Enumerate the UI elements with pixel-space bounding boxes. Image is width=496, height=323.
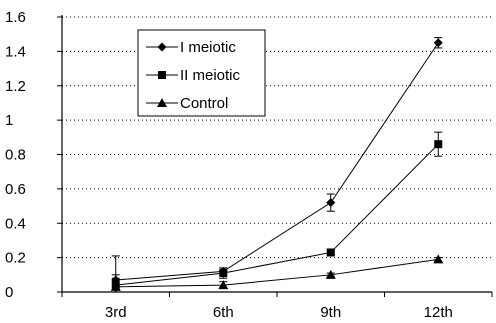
legend-marker	[158, 71, 166, 79]
y-tick-label: 0.8	[5, 147, 26, 164]
series-line	[115, 258, 439, 288]
y-tick-label: 1	[5, 112, 13, 129]
y-tick-label: 1.2	[5, 78, 26, 95]
x-tick-label: 3rd	[105, 304, 127, 321]
y-axis-ticks: 0 0.2 0.4 0.6 0.8 1 1.2 1.4 1.6	[5, 9, 62, 301]
data-point	[326, 198, 336, 208]
legend-item: II meiotic	[146, 67, 241, 84]
y-tick-label: 0.2	[5, 250, 26, 267]
data-point	[433, 38, 443, 48]
y-tick-label: 0.4	[5, 215, 26, 232]
series-line	[115, 42, 439, 281]
legend-label: Control	[180, 95, 228, 112]
y-tick-label: 1.4	[5, 43, 26, 60]
legend-label: I meiotic	[180, 39, 236, 56]
series-ii-meiotic	[111, 131, 443, 293]
grid-lines	[62, 16, 492, 259]
legend-marker	[157, 42, 167, 52]
data-point	[110, 281, 121, 291]
legend-marker	[157, 98, 167, 107]
legend-box	[137, 29, 266, 117]
y-tick-label: 0.6	[5, 181, 26, 198]
x-tick-label: 6th	[213, 304, 234, 321]
legend-item: I meiotic	[146, 39, 236, 56]
series-control	[110, 254, 444, 293]
x-tick-label: 12th	[424, 304, 453, 321]
legend: I meiotic II meiotic Control	[137, 29, 266, 117]
data-point	[325, 269, 336, 279]
x-axis-ticks: 3rd 6th 9th 12th	[61, 292, 493, 321]
axes	[61, 15, 492, 293]
y-tick-label: 1.6	[5, 9, 26, 26]
y-tick-label: 0	[5, 284, 13, 301]
legend-label: II meiotic	[180, 67, 241, 84]
data-point	[434, 140, 443, 149]
data-point	[326, 248, 335, 257]
data-point	[219, 269, 228, 278]
x-tick-label: 9th	[320, 304, 341, 321]
legend-item: Control	[146, 95, 228, 112]
series-group	[110, 37, 444, 293]
data-point	[218, 280, 229, 290]
data-point	[433, 254, 444, 264]
series-line	[115, 143, 439, 286]
